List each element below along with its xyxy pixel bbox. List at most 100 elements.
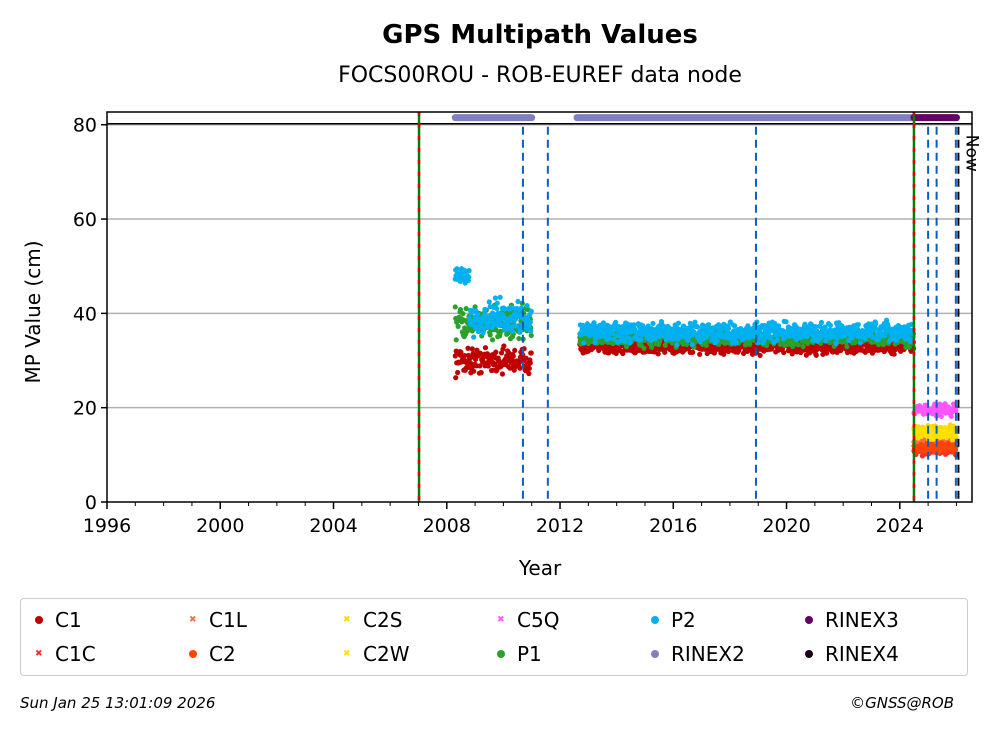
data-point-c1 <box>749 351 756 357</box>
data-point-p1 <box>464 328 471 334</box>
y-tick-label: 60 <box>73 209 97 231</box>
timestamp: Sun Jan 25 13:01:09 2026 <box>20 694 216 712</box>
data-point-p2 <box>783 319 789 325</box>
legend-item: ✖ C2S <box>343 603 497 637</box>
legend-item: RINEX3 <box>805 603 959 637</box>
data-point-p2 <box>501 306 507 312</box>
data-point-c1 <box>781 349 787 356</box>
data-point-p1 <box>528 332 534 338</box>
data-point-p2 <box>869 334 876 340</box>
legend-item: ✖ C5Q <box>497 603 651 637</box>
legend-label: C1C <box>55 642 96 666</box>
data-point-p2 <box>466 268 472 274</box>
x-marker-icon: ✖ <box>343 615 351 625</box>
data-point-p2 <box>768 334 774 340</box>
legend-label: P1 <box>517 642 542 666</box>
chart-subtitle: FOCS00ROU - ROB-EUREF data node <box>338 63 742 88</box>
data-point-c1 <box>725 348 732 355</box>
data-point-c5q <box>942 401 948 407</box>
data-point-p1 <box>906 344 912 350</box>
data-point-c1 <box>613 350 619 357</box>
data-point-p2 <box>606 335 612 341</box>
data-point-c1 <box>465 345 471 351</box>
data-point-c1 <box>655 351 661 357</box>
data-point-c1 <box>458 349 464 355</box>
data-point-p2 <box>814 328 820 334</box>
data-point-p2 <box>627 338 633 344</box>
legend-item: ✖ C2W <box>343 637 497 671</box>
data-point-p2 <box>492 295 498 301</box>
data-point-c1 <box>690 349 696 355</box>
data-point-p2 <box>689 342 695 348</box>
data-point-p2 <box>902 336 909 342</box>
data-point-p1 <box>455 323 461 329</box>
data-point-p2 <box>528 308 534 314</box>
data-point-p2 <box>812 324 818 330</box>
data-point-p2 <box>908 336 914 343</box>
legend-label: C2S <box>363 608 403 632</box>
y-axis-label: MP Value (cm) <box>21 240 45 383</box>
data-point-p2 <box>527 319 533 325</box>
data-point-c2 <box>953 444 959 450</box>
data-point-c5q <box>922 402 928 408</box>
data-point-p1 <box>648 344 655 350</box>
data-point-p1 <box>683 341 690 348</box>
legend-item: C2 <box>189 637 343 671</box>
data-point-c1 <box>478 369 484 376</box>
x-marker-icon: ✖ <box>497 615 505 625</box>
data-point-c5q <box>953 408 959 414</box>
data-point-p1 <box>747 341 753 347</box>
data-point-p2 <box>703 334 709 340</box>
plot-frame <box>106 111 973 503</box>
data-point-p2 <box>517 327 523 333</box>
dot-marker-icon <box>651 616 659 624</box>
legend-item: RINEX2 <box>651 637 805 671</box>
data-point-p2 <box>497 322 503 328</box>
data-point-c1 <box>813 352 819 358</box>
data-point-p2 <box>714 338 720 344</box>
data-point-c1 <box>455 369 461 376</box>
data-point-c1 <box>526 365 532 372</box>
data-point-p1 <box>880 342 886 348</box>
legend-item: RINEX4 <box>805 637 959 671</box>
data-point-p1 <box>489 337 496 343</box>
data-point-c1 <box>469 346 475 352</box>
data-point-p2 <box>611 336 617 342</box>
data-point-p2 <box>482 306 488 312</box>
data-point-p2 <box>497 294 503 300</box>
data-point-p2 <box>514 323 520 329</box>
data-point-c1 <box>528 350 534 356</box>
data-point-p1 <box>453 337 459 343</box>
data-point-c1 <box>499 371 506 377</box>
data-point-p2 <box>692 319 698 325</box>
data-point-p2 <box>494 300 500 306</box>
data-point-p1 <box>460 311 466 317</box>
dot-marker-icon <box>805 616 813 624</box>
data-point-p2 <box>515 298 521 305</box>
data-point-c1 <box>721 351 727 357</box>
data-point-p1 <box>457 306 464 313</box>
data-point-p2 <box>494 306 500 312</box>
data-point-c1 <box>517 365 523 371</box>
x-tick-label: 2004 <box>309 515 357 537</box>
dot-marker-icon <box>651 650 659 658</box>
data-point-p2 <box>694 324 700 330</box>
data-point-c1 <box>472 356 479 363</box>
y-tick-label: 0 <box>85 492 97 514</box>
data-point-p2 <box>653 335 659 341</box>
data-point-p2 <box>687 320 693 326</box>
data-point-p1 <box>669 340 675 346</box>
legend: C1 ✖ C1L ✖ C2S ✖ C5Q P2 RINEX3 ✖ C1C C2 ✖ C2W P1 RINEX2… <box>20 598 968 676</box>
data-point-p2 <box>591 320 597 326</box>
legend-label: C5Q <box>517 608 560 632</box>
data-point-p1 <box>452 304 458 310</box>
x-tick-label: 2008 <box>423 515 471 537</box>
legend-item: P1 <box>497 637 651 671</box>
data-point-p2 <box>650 320 656 327</box>
data-point-p2 <box>486 299 492 305</box>
data-point-c1 <box>453 375 459 381</box>
data-point-p2 <box>509 328 515 335</box>
data-point-c1 <box>477 363 483 369</box>
y-tick-label: 80 <box>73 115 97 137</box>
dot-marker-icon <box>35 616 43 624</box>
